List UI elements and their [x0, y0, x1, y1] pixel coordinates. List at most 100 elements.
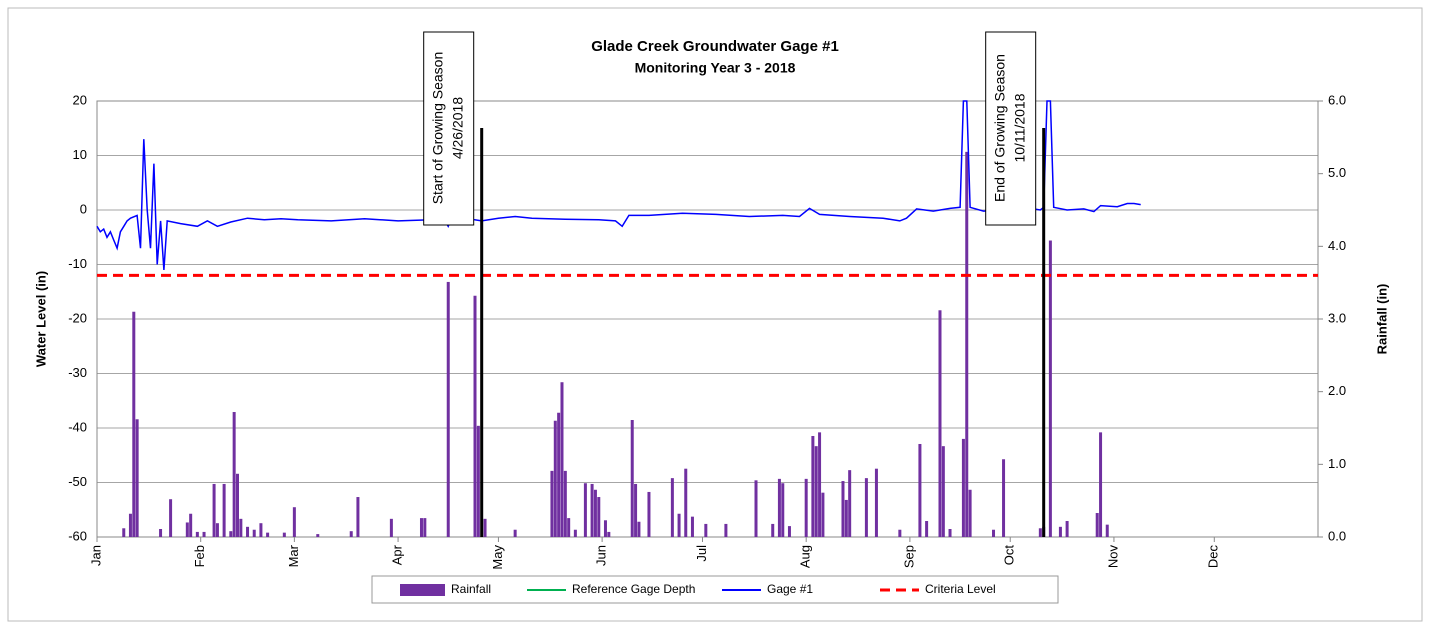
x-tick-label: Oct — [1002, 545, 1017, 566]
rain-bar — [212, 483, 216, 537]
rain-bar — [446, 281, 450, 537]
y2-tick-label: 5.0 — [1328, 165, 1346, 180]
rain-bar — [282, 532, 286, 537]
y-tick-label: 20 — [73, 92, 87, 107]
rain-bar — [1095, 513, 1099, 537]
rain-bar — [292, 507, 296, 537]
annotation-text: 10/11/2018 — [1011, 93, 1027, 162]
rain-bar — [122, 528, 126, 537]
rain-bar — [874, 468, 878, 537]
rain-bar — [841, 481, 845, 537]
chart-title: Glade Creek Groundwater Gage #1 — [591, 38, 839, 55]
rain-bar — [965, 151, 969, 537]
x-tick-label: Sep — [901, 545, 916, 568]
rain-bar — [473, 295, 477, 537]
x-tick-label: Aug — [798, 545, 813, 568]
rain-bar — [1002, 459, 1006, 537]
rain-bar — [1058, 526, 1062, 537]
legend-label: Gage #1 — [767, 582, 813, 596]
chart-border — [7, 7, 1423, 622]
legend-label: Reference Gage Depth — [572, 582, 695, 596]
rain-bar — [647, 491, 651, 537]
rain-bar — [597, 497, 601, 537]
rain-bar — [563, 470, 567, 537]
rain-bar — [483, 518, 487, 537]
y2-tick-label: 3.0 — [1328, 310, 1346, 325]
y2-tick-label: 2.0 — [1328, 383, 1346, 398]
rain-bar — [567, 518, 571, 537]
rain-bar — [961, 438, 965, 537]
rain-bar — [1099, 432, 1103, 537]
rain-bar — [992, 529, 996, 537]
rain-bar — [1038, 528, 1042, 537]
rain-bar — [918, 443, 922, 537]
rain-bar — [804, 478, 808, 537]
x-tick-label: Mar — [286, 544, 301, 567]
rain-bar — [898, 529, 902, 537]
rain-bar — [754, 480, 758, 537]
rain-bar — [189, 513, 193, 537]
rain-bar — [128, 513, 132, 537]
legend-label: Criteria Level — [925, 582, 996, 596]
rain-bar — [560, 382, 564, 537]
y-tick-label: -40 — [68, 419, 87, 434]
y-tick-label: 0 — [80, 201, 87, 216]
rain-bar — [704, 523, 708, 537]
rain-bar — [185, 522, 189, 537]
rain-bar — [968, 489, 972, 537]
rain-bar — [356, 497, 360, 537]
y-tick-label: -10 — [68, 256, 87, 271]
rain-bar — [419, 518, 423, 537]
rain-bar — [573, 529, 577, 537]
rain-bar — [513, 529, 517, 537]
rain-bar — [316, 534, 320, 537]
x-tick-label: Nov — [1105, 545, 1120, 569]
y2-tick-label: 4.0 — [1328, 238, 1346, 253]
y-tick-label: -30 — [68, 365, 87, 380]
rain-bar — [1048, 240, 1052, 537]
y2-tick-label: 1.0 — [1328, 456, 1346, 471]
rain-bar — [135, 419, 139, 537]
rain-bar — [266, 532, 270, 537]
legend — [371, 575, 1059, 604]
rain-bar — [132, 311, 136, 537]
rain-bar — [423, 518, 427, 537]
annotation-text: Start of Growing Season — [429, 52, 445, 205]
rain-bar — [787, 526, 791, 537]
y-axis-label: Water Level (in) — [33, 271, 48, 367]
legend-label: Rainfall — [451, 582, 491, 596]
x-tick-label: Jun — [594, 545, 609, 566]
x-tick-label: Feb — [192, 545, 207, 567]
rain-bar — [252, 529, 256, 537]
x-tick-label: Jan — [88, 545, 103, 566]
rain-bar — [818, 432, 822, 537]
rain-bar — [232, 412, 236, 537]
y2-tick-label: 6.0 — [1328, 92, 1346, 107]
rain-bar — [195, 531, 199, 537]
y2-axis-label: Rainfall (in) — [1374, 284, 1389, 355]
rain-bar — [349, 531, 353, 537]
rain-bar — [848, 470, 852, 537]
rain-bar — [864, 478, 868, 537]
rain-bar — [239, 518, 243, 537]
rain-bar — [557, 412, 561, 537]
rain-bar — [844, 499, 848, 537]
y-tick-label: -60 — [68, 528, 87, 543]
rain-bar — [222, 483, 226, 537]
rain-bar — [590, 483, 594, 537]
rain-bar — [553, 420, 557, 537]
rain-bar — [938, 310, 942, 537]
x-tick-label: Dec — [1206, 545, 1221, 569]
rain-bar — [607, 531, 611, 537]
y-tick-label: -20 — [68, 310, 87, 325]
rain-bar — [821, 492, 825, 537]
rain-bar — [941, 446, 945, 537]
x-tick-label: May — [490, 545, 505, 570]
y-tick-label: -50 — [68, 474, 87, 489]
x-tick-label: Jul — [694, 545, 709, 562]
rain-bar — [948, 529, 952, 537]
annotation-box — [423, 31, 475, 226]
rain-bar — [583, 483, 587, 537]
rain-bar — [235, 473, 239, 537]
